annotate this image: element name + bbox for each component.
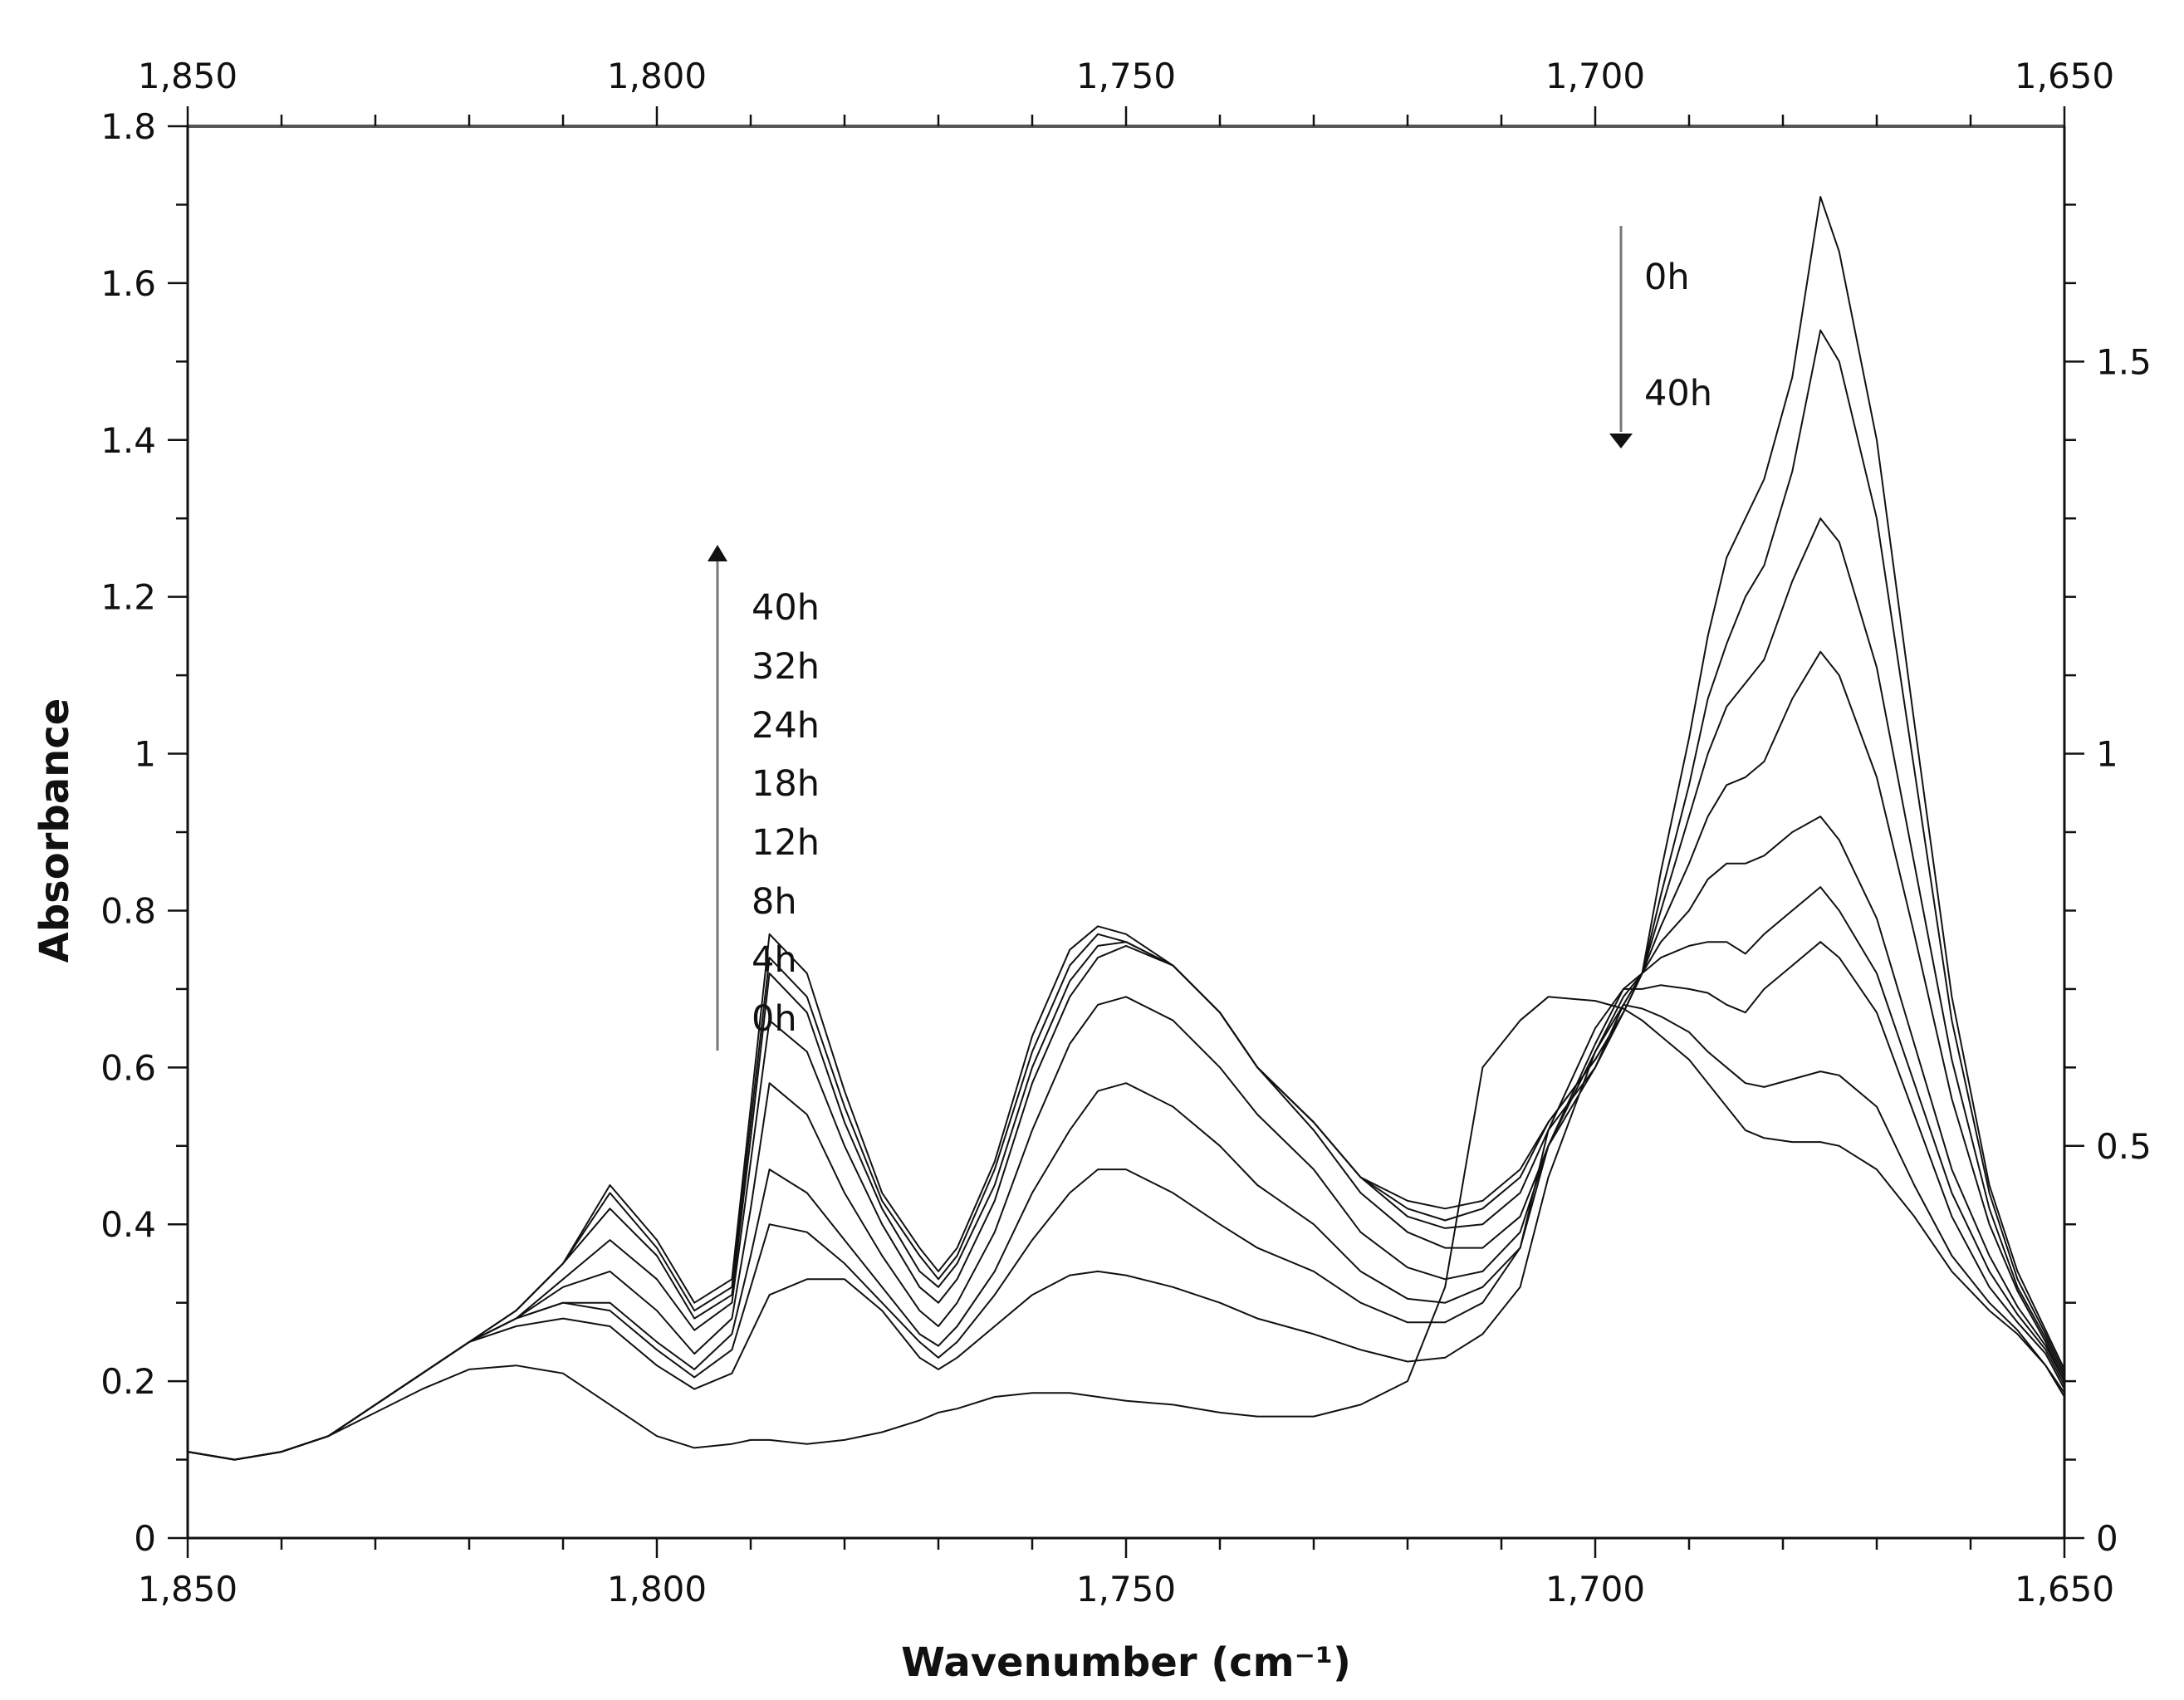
ann-inc-label-4h: 4h [752, 939, 797, 981]
y-tick-label-left: 0 [134, 1518, 156, 1559]
y-tick-label-right: 0.5 [2096, 1126, 2152, 1167]
ann-inc-label-40h: 40h [752, 587, 820, 629]
series-line-0h [187, 996, 2065, 1461]
x-tick-label-top: 1,800 [607, 56, 707, 96]
y-tick-label-left: 0.6 [100, 1047, 156, 1088]
ann-inc-label-32h: 32h [752, 646, 820, 688]
axis-tick-labels: 1,850 1,850 1,800 1,800 1,750 1,750 1,700 1,700… [100, 56, 2152, 1609]
y-tick-label-left: 0.2 [100, 1361, 156, 1402]
x-tick-label-bottom: 1,700 [1545, 1569, 1645, 1609]
y-tick-label-left: 0.8 [100, 890, 156, 931]
series-line-18h [187, 816, 2065, 1461]
ann-dec-label-40h: 40h [1644, 373, 1712, 414]
y-tick-label-left: 1.2 [100, 577, 156, 618]
x-tick-label-top: 1,700 [1545, 56, 1645, 96]
y-tick-label-left: 1.6 [100, 263, 156, 304]
y-tick-label-right: 1.5 [2096, 341, 2152, 382]
y-tick-label-left: 1.4 [100, 420, 156, 461]
decreasing-annotation: 0h 40h [1609, 226, 1712, 448]
ann-inc-label-18h: 18h [752, 763, 820, 805]
series-line-40h-top [187, 196, 2065, 1461]
down-arrow-head-icon [1609, 434, 1633, 448]
ann-inc-label-24h: 24h [752, 705, 820, 747]
y-tick-label-left: 1.8 [100, 106, 156, 147]
x-axis-title: Wavenumber (cm⁻¹) [901, 1639, 1351, 1686]
axis-ticks [168, 106, 2084, 1558]
plot-frame [186, 125, 2066, 1540]
ann-inc-label-8h: 8h [752, 881, 797, 923]
ann-inc-label-12h: 12h [752, 822, 820, 864]
y-tick-label-left: 0.4 [100, 1204, 156, 1245]
y-tick-label-left: 1 [134, 734, 156, 775]
x-tick-label-top: 1,650 [2015, 56, 2114, 96]
series-line-12h [187, 886, 2065, 1461]
ann-dec-label-0h: 0h [1644, 257, 1690, 298]
series-lines [187, 196, 2065, 1461]
series-line-40h [187, 329, 2065, 1461]
y-tick-label-right: 0 [2096, 1518, 2118, 1559]
series-line-4h [187, 1003, 2065, 1461]
x-tick-label-top: 1,750 [1076, 56, 1176, 96]
ann-inc-label-0h: 0h [752, 998, 797, 1040]
series-line-24h [187, 650, 2065, 1461]
x-tick-label-bottom: 1,750 [1076, 1569, 1176, 1609]
y-tick-label-right: 1 [2096, 734, 2118, 775]
x-tick-label-bottom: 1,850 [138, 1569, 237, 1609]
increasing-annotation: 40h 32h 24h 18h 12h 8h 4h 0h [708, 545, 820, 1051]
up-arrow-head-icon [708, 545, 727, 561]
series-line-8h [187, 941, 2065, 1461]
x-tick-label-top: 1,850 [138, 56, 237, 96]
x-tick-label-bottom: 1,650 [2015, 1569, 2114, 1609]
x-tick-label-bottom: 1,800 [607, 1569, 707, 1609]
y-axis-title: Absorbance [32, 698, 78, 963]
series-line-32h [187, 517, 2065, 1461]
